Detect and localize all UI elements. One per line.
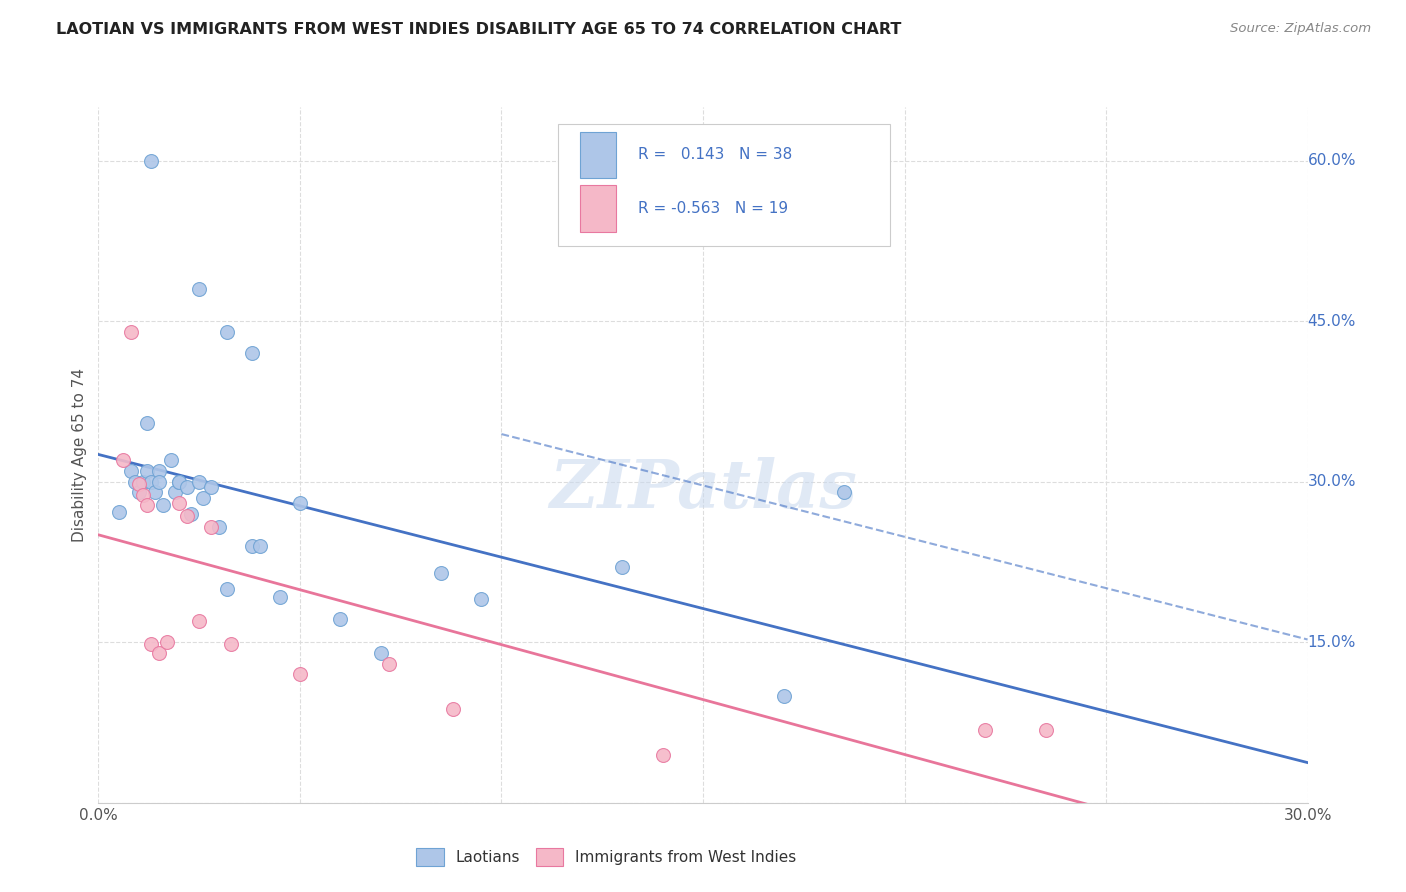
Text: ZIPatlas: ZIPatlas [550,458,856,522]
Point [470,592,492,607]
Point [193,491,215,505]
Point [132,487,155,501]
Point [128,485,150,500]
Point [269,591,291,605]
Point [152,498,174,512]
Point [208,519,231,533]
Point [139,153,162,168]
Y-axis label: Disability Age 65 to 74: Disability Age 65 to 74 [72,368,87,542]
Text: 60.0%: 60.0% [1308,153,1355,168]
Point [160,453,183,467]
Point [217,582,239,596]
Point [221,637,243,651]
Point [974,723,997,737]
Text: 45.0%: 45.0% [1308,314,1355,328]
Point [156,635,179,649]
Point [135,498,157,512]
Point [111,453,134,467]
Point [176,480,198,494]
Point [288,667,311,681]
Point [132,475,155,489]
Point [167,475,190,489]
Point [135,416,157,430]
Point [200,519,222,533]
Legend: Laotians, Immigrants from West Indies: Laotians, Immigrants from West Indies [411,842,803,871]
Point [135,464,157,478]
Point [188,475,211,489]
Point [167,496,190,510]
FancyBboxPatch shape [558,124,890,246]
Point [188,614,211,628]
Point [107,505,129,519]
Point [120,464,142,478]
Point [139,637,162,651]
Point [240,539,263,553]
Point [377,657,399,671]
Point [288,496,311,510]
Text: R = -0.563   N = 19: R = -0.563 N = 19 [638,201,787,216]
Point [370,646,392,660]
Point [832,485,855,500]
Point [128,476,150,491]
FancyBboxPatch shape [579,186,616,232]
Text: 30.0%: 30.0% [1308,475,1355,489]
Point [441,701,464,715]
Point [124,475,146,489]
FancyBboxPatch shape [579,132,616,178]
Point [180,507,202,521]
Text: R =   0.143   N = 38: R = 0.143 N = 38 [638,147,792,162]
Point [148,464,170,478]
Point [329,612,352,626]
Point [772,689,794,703]
Point [176,508,198,523]
Point [139,475,162,489]
Point [120,325,142,339]
Point [249,539,271,553]
Text: LAOTIAN VS IMMIGRANTS FROM WEST INDIES DISABILITY AGE 65 TO 74 CORRELATION CHART: LAOTIAN VS IMMIGRANTS FROM WEST INDIES D… [56,22,901,37]
Point [143,485,166,500]
Text: Source: ZipAtlas.com: Source: ZipAtlas.com [1230,22,1371,36]
Point [148,475,170,489]
Point [148,646,170,660]
Point [612,560,634,574]
Point [167,475,190,489]
Point [163,485,186,500]
Point [430,566,453,580]
Text: 15.0%: 15.0% [1308,635,1355,649]
Point [217,325,239,339]
Point [200,480,222,494]
Point [1035,723,1057,737]
Point [240,346,263,360]
Point [188,282,211,296]
Point [651,747,673,762]
